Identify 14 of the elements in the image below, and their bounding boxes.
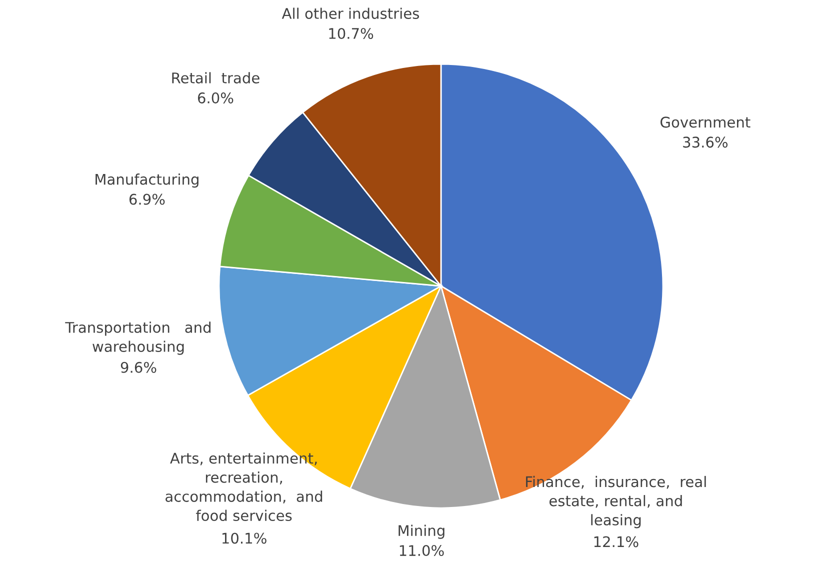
slice-label: Retail trade — [172, 72, 260, 84]
slice-label: Manufacturing — [96, 174, 198, 188]
data-label: 9.6% — [120, 362, 156, 373]
slice-label: Transportation and warehousing — [65, 322, 210, 355]
data-label: 33.6% — [683, 136, 728, 148]
data-label: 6.0% — [198, 92, 234, 104]
slice-label: Mining — [398, 524, 444, 539]
data-label: 11.0% — [400, 545, 444, 556]
data-label: 10.7% — [329, 28, 374, 39]
data-label: 6.9% — [129, 194, 165, 205]
slice-label: All other industries — [282, 8, 420, 19]
data-label: 12.1% — [594, 536, 638, 548]
data-label: 10.1% — [222, 532, 266, 544]
slice-label: Government — [660, 116, 750, 128]
